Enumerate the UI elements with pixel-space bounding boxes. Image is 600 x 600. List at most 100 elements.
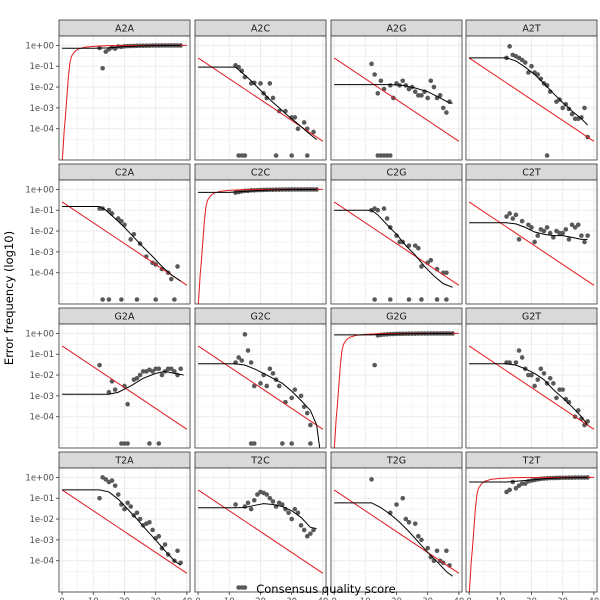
data-point: [444, 297, 449, 302]
data-point: [406, 519, 412, 525]
data-point: [572, 225, 578, 230]
data-point: [406, 297, 412, 302]
data-point: [526, 70, 531, 75]
data-point: [513, 212, 519, 218]
panel-plot-area: [197, 332, 324, 448]
x-tick-label: 10: [495, 597, 506, 600]
data-point: [378, 78, 384, 84]
data-point: [544, 225, 550, 230]
data-point: [156, 441, 162, 446]
data-point: [267, 366, 273, 372]
nominal-error-line: [197, 489, 324, 574]
panel-gridlines: [59, 180, 190, 304]
panel-strip-label: A2C: [251, 24, 271, 35]
data-point: [304, 153, 310, 158]
data-point: [270, 499, 276, 504]
panel-plot-area: [61, 475, 188, 574]
data-point: [566, 237, 572, 242]
data-point: [125, 441, 130, 446]
x-tick-label: 20: [526, 597, 537, 600]
data-point: [251, 497, 257, 503]
panel-strip-label: A2T: [522, 24, 541, 35]
data-point: [372, 72, 377, 77]
panel-strip-label: C2C: [251, 168, 271, 179]
data-point: [400, 78, 406, 84]
data-point: [258, 381, 263, 386]
data-point: [308, 531, 313, 536]
x-tick-label: 20: [255, 597, 266, 600]
data-point: [134, 510, 140, 516]
fitted-error-line: [469, 57, 588, 126]
panel-border: [330, 35, 463, 161]
data-point: [125, 401, 130, 407]
data-point: [134, 297, 140, 302]
data-point: [308, 422, 313, 428]
fitted-error-line: [62, 45, 181, 49]
data-point: [384, 216, 390, 221]
x-tick-label: 40: [181, 597, 192, 600]
data-point: [267, 495, 273, 501]
fitted-error-line: [62, 206, 181, 282]
data-point: [387, 83, 393, 88]
data-point: [301, 527, 307, 533]
panel-gridlines: [466, 468, 597, 592]
panel-border: [58, 323, 191, 449]
data-point: [428, 78, 434, 84]
data-point: [369, 61, 374, 67]
x-tick-label: 30: [422, 597, 433, 600]
nominal-error-line: [468, 476, 594, 592]
y-tick-label: 1e+00: [25, 473, 54, 483]
panel-plot-area: [61, 345, 188, 446]
data-point: [115, 216, 121, 221]
data-point: [400, 495, 406, 501]
data-point: [245, 500, 251, 506]
panel-strip-label: C2G: [386, 168, 406, 179]
data-point: [412, 89, 418, 94]
data-point: [283, 108, 288, 114]
data-point: [248, 360, 254, 365]
panel-plot-area: [333, 331, 459, 448]
data-point: [387, 153, 393, 158]
data-point: [125, 500, 130, 506]
data-point: [168, 366, 174, 372]
x-tick-label: 30: [557, 597, 568, 600]
data-point: [264, 492, 270, 497]
y-tick-label: 1e-01: [29, 350, 54, 360]
data-point: [242, 153, 248, 158]
data-point: [147, 519, 152, 525]
data-point: [541, 228, 547, 234]
panel-strip-label: A2G: [387, 24, 407, 35]
data-point: [560, 230, 565, 236]
data-point: [431, 84, 437, 90]
data-point: [551, 235, 556, 240]
data-point: [532, 383, 537, 389]
data-point: [419, 264, 424, 269]
data-point: [544, 153, 550, 158]
panel-g2c: G2C: [194, 307, 327, 449]
panel-gridlines: [195, 468, 326, 592]
data-point: [239, 358, 245, 363]
panel-strip-label: G2A: [115, 312, 135, 323]
fitted-error-line: [469, 363, 589, 426]
panel-strip-label: T2G: [386, 456, 406, 467]
data-point: [563, 227, 569, 232]
data-point: [529, 372, 534, 378]
data-point: [245, 348, 251, 353]
y-tick-label: 1e-03: [29, 104, 54, 114]
nominal-error-line: [61, 44, 187, 160]
data-point: [507, 211, 512, 216]
data-point: [119, 218, 124, 224]
data-point: [372, 362, 377, 368]
data-point: [137, 516, 143, 522]
x-tick-label: 10: [88, 597, 99, 600]
y-tick-label: 1e+00: [25, 329, 54, 339]
panel-plot-area: [468, 475, 594, 592]
panel-plot-area: [468, 44, 595, 158]
x-axis-label: Consensus quality score: [256, 582, 396, 596]
nominal-error-line: [333, 489, 460, 574]
data-point: [298, 393, 304, 399]
fitted-error-line: [334, 333, 453, 336]
data-point: [103, 49, 109, 54]
data-point: [375, 91, 381, 96]
data-point: [444, 270, 449, 276]
